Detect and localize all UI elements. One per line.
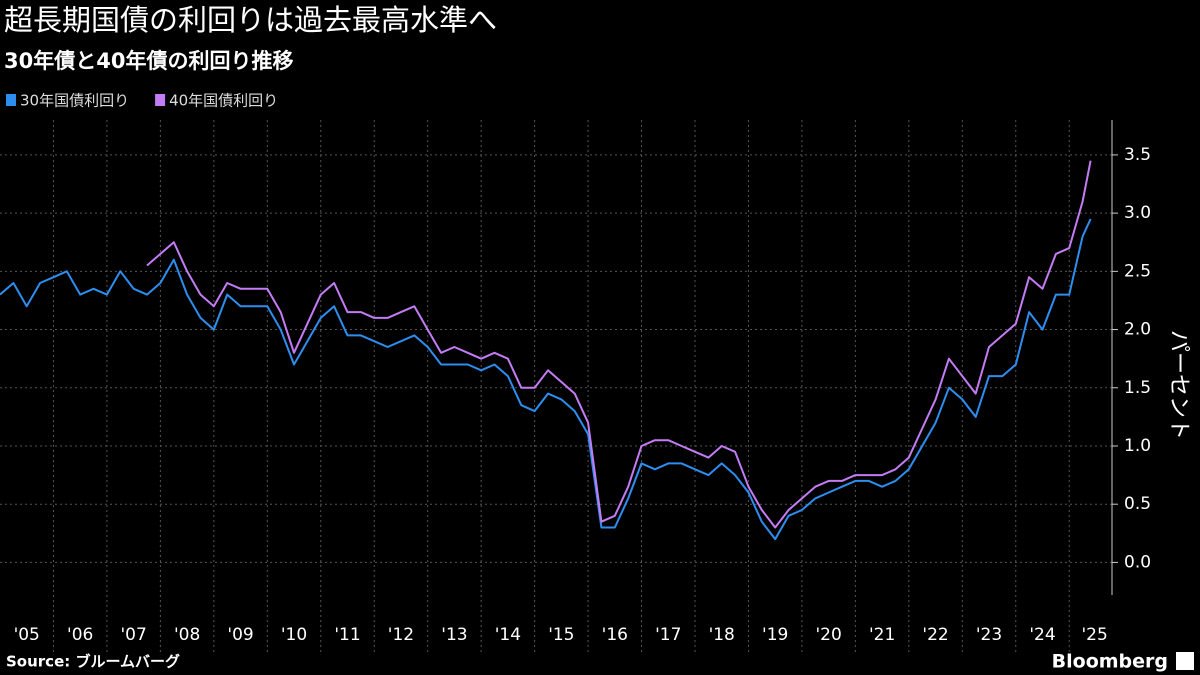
x-tick-label: '23 bbox=[976, 625, 1002, 645]
x-tick-label: '11 bbox=[334, 625, 360, 645]
y-tick-label: 0.5 bbox=[1124, 494, 1151, 514]
x-tick-label: '13 bbox=[441, 625, 467, 645]
chart-subtitle: 30年債と40年債の利回り推移 bbox=[4, 49, 293, 73]
x-tick-label: '12 bbox=[388, 625, 414, 645]
x-tick-label: '09 bbox=[227, 625, 253, 645]
x-tick-label: '07 bbox=[120, 625, 146, 645]
brand-icon bbox=[1176, 652, 1194, 670]
x-tick-label: '19 bbox=[762, 625, 788, 645]
legend-swatch bbox=[155, 94, 166, 106]
y-tick-label: 1.0 bbox=[1124, 436, 1151, 456]
legend-label: 40年国債利回り bbox=[169, 92, 278, 110]
y-tick-label: 2.5 bbox=[1124, 261, 1151, 281]
y-tick-label: 0.0 bbox=[1124, 552, 1151, 572]
y-tick-label: 3.0 bbox=[1124, 203, 1151, 223]
x-tick-label: '21 bbox=[869, 625, 895, 645]
x-tick-label: '14 bbox=[495, 625, 521, 645]
x-tick-label: '08 bbox=[174, 625, 200, 645]
y-axis-label: パーセント bbox=[1166, 330, 1191, 440]
y-tick-label: 3.5 bbox=[1124, 145, 1151, 165]
x-tick-label: '10 bbox=[281, 625, 307, 645]
x-tick-label: '05 bbox=[14, 625, 40, 645]
legend-label: 30年国債利回り bbox=[20, 92, 129, 110]
brand: Bloomberg bbox=[1052, 651, 1168, 673]
legend-swatch bbox=[6, 94, 16, 106]
chart-title: 超長期国債の利回りは過去最高水準へ bbox=[4, 3, 497, 37]
source: Source: ブルームバーグ bbox=[6, 653, 180, 671]
x-tick-label: '17 bbox=[655, 625, 681, 645]
x-tick-label: '06 bbox=[67, 625, 93, 645]
y-tick-label: 2.0 bbox=[1124, 320, 1151, 340]
y-tick-label: 1.5 bbox=[1124, 378, 1151, 398]
x-tick-label: '24 bbox=[1029, 625, 1055, 645]
x-tick-label: '25 bbox=[1081, 625, 1107, 645]
x-tick-label: '16 bbox=[602, 625, 628, 645]
x-tick-label: '20 bbox=[815, 625, 841, 645]
x-tick-label: '15 bbox=[548, 625, 574, 645]
series-line bbox=[146, 160, 1092, 529]
series-line bbox=[0, 218, 1092, 541]
x-tick-label: '18 bbox=[709, 625, 735, 645]
x-tick-label: '22 bbox=[922, 625, 948, 645]
